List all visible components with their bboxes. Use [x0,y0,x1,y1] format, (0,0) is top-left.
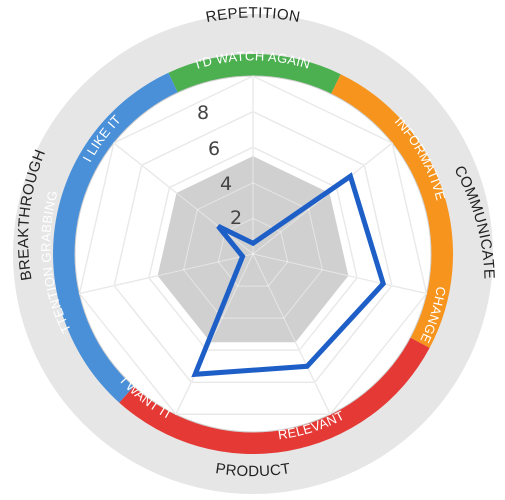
category-bands [53,53,454,454]
tick-label-2: 2 [230,207,242,229]
tick-label-6: 6 [208,138,220,160]
group-label-product: PRODUCT [214,460,291,480]
band-repetition [168,53,341,94]
grid-ring-overlay-10 [78,75,428,415]
grid-ring-overlay-6 [148,146,358,351]
grid-spoke-overlay-change [252,253,427,295]
grid-spoke-overlay-informative [252,142,393,255]
band-breakthrough [53,72,178,403]
group-label-repetition: REPETITION [204,5,301,27]
tick-label-4: 4 [220,173,232,195]
band-communicate [331,74,454,348]
radar-grid-overlay [78,75,428,415]
series-line [191,172,387,378]
grid-ring-overlay-8 [113,111,393,383]
tick-label-8: 8 [197,102,209,124]
band-product [119,337,430,454]
grid-spoke-overlay-relevant [252,253,331,415]
grid-spoke-overlay-attention-grabbing [79,253,254,295]
grid-ring-overlay-4 [183,182,323,319]
grid-spoke-overlay-i-like-it [113,142,254,255]
grid-spoke-overlay-i-want-it [175,253,254,415]
